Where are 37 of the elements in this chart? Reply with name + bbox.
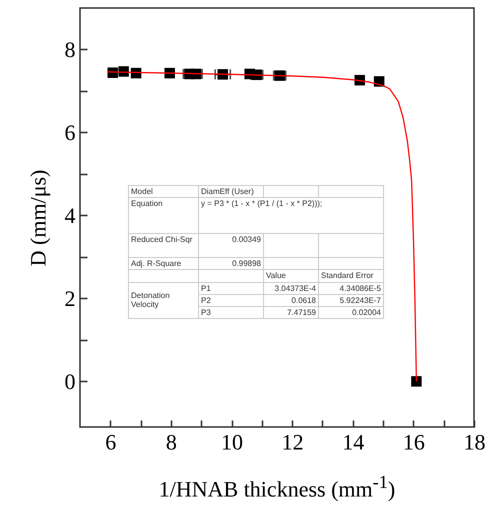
annotation: 5.92243E-7 [318, 294, 384, 306]
annotation: Standard Error [318, 270, 384, 282]
annotation: DiamEff (User) [198, 186, 264, 198]
y-tick-label: 2 [64, 286, 76, 311]
annotation: 7.47159 [264, 306, 318, 319]
y-tick-label: 8 [64, 36, 76, 62]
annotation: 0.02004 [318, 306, 384, 319]
annotation: Reduced Chi-Sqr [128, 234, 198, 258]
annotation: 0.0618 [264, 294, 318, 306]
y-axis-title: D (mm/μs) [26, 170, 50, 266]
x-tick-label: 16 [402, 430, 425, 454]
annotation: Equation [128, 198, 198, 234]
annotation: P2 [198, 294, 264, 306]
annotation: 0.00349 [198, 234, 264, 258]
annotation: P3 [198, 306, 264, 319]
x-axis-title: 1/HNAB thickness (mm$^{-1}$) [158, 472, 396, 502]
x-tick-label: 8 [166, 430, 177, 454]
x-tick-label: 14 [342, 430, 364, 454]
annotation: 4.34086E-5 [318, 282, 384, 294]
y-tick-label: 4 [64, 202, 76, 228]
annotation: Detonation Velocity [128, 282, 198, 319]
annotation: 3.04373E-4 [264, 282, 318, 294]
annotation: Model [128, 186, 198, 198]
annotation: Value [264, 270, 318, 282]
y-tick-label: 0 [64, 368, 76, 394]
point [130, 68, 142, 78]
annotation: P1 [198, 282, 264, 294]
annotation: 0.99898 [198, 258, 264, 270]
x-tick-label: 18 [464, 430, 486, 454]
annotation: y = P3 * (1 - x * (P1 / (1 - x * P2))); [198, 198, 384, 234]
point [411, 376, 422, 387]
point [107, 67, 118, 78]
y-tick-label: 6 [64, 120, 76, 145]
x-tick-label: 12 [282, 430, 304, 454]
x-tick-label: 10 [221, 430, 244, 454]
annotation: Adj. R-Square [128, 258, 198, 270]
x-tick-label: 6 [105, 430, 116, 454]
